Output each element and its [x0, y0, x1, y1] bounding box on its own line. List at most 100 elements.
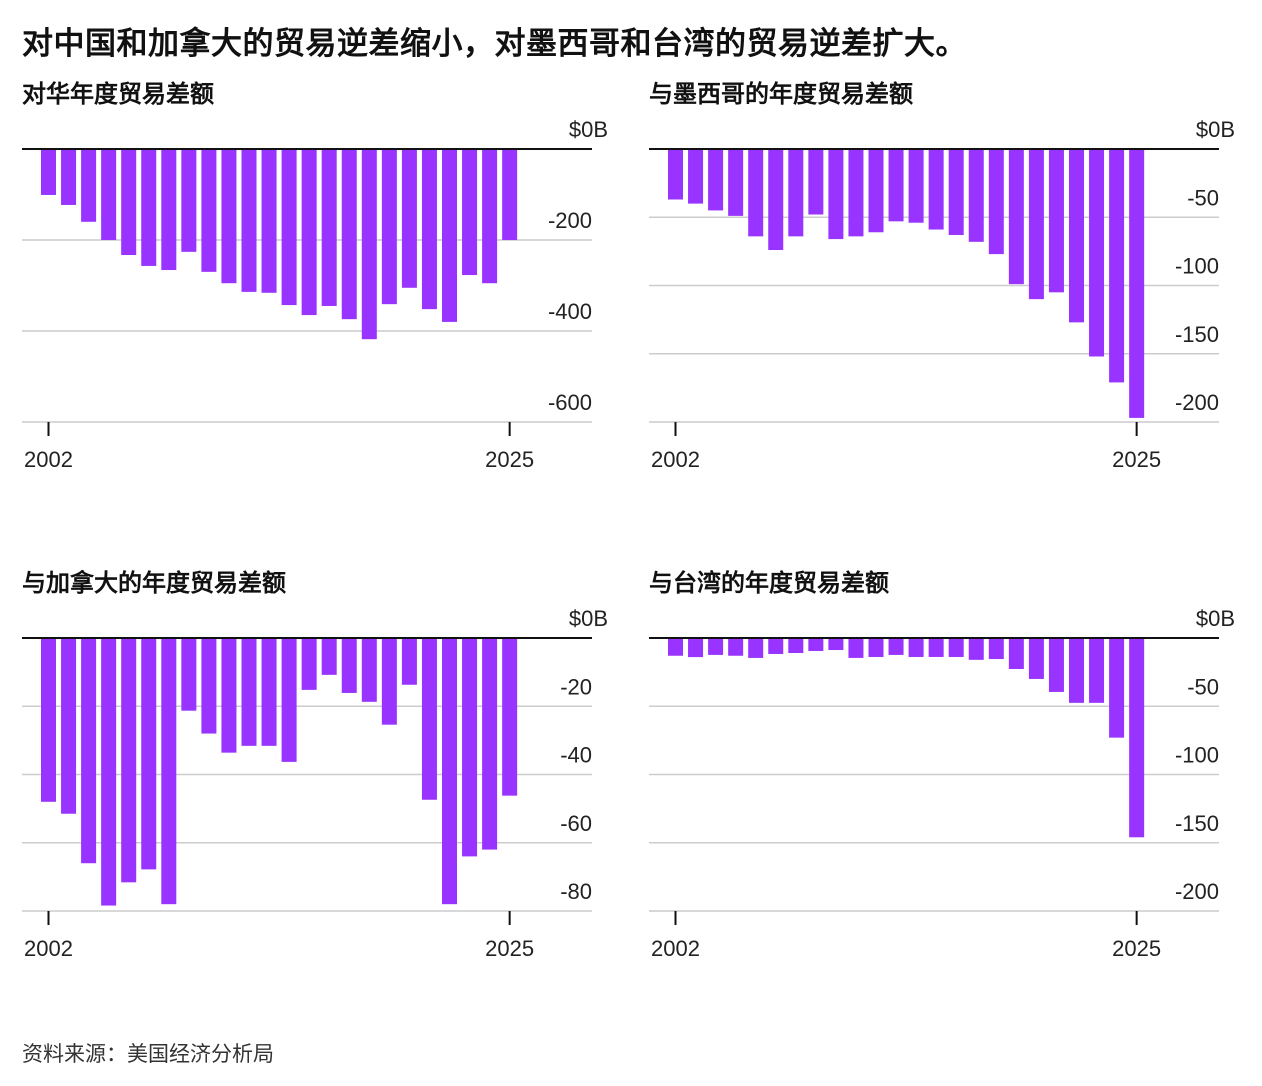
bar-2007 [141, 639, 157, 870]
bar-2005 [728, 639, 744, 656]
bar-2025 [1129, 639, 1145, 838]
y-tick-label: -150 [1175, 811, 1219, 836]
bar-2007 [768, 150, 784, 251]
bar-2007 [141, 150, 157, 266]
bar-2012 [868, 150, 884, 233]
x-tick-label: 2002 [24, 936, 73, 961]
bar-2009 [181, 150, 197, 252]
bar-2017 [341, 639, 357, 693]
headline: 对中国和加拿大的贸易逆差缩小，对墨西哥和台湾的贸易逆差扩大。 [22, 26, 967, 62]
y-tick-label: -40 [560, 743, 592, 768]
bar-2008 [788, 639, 804, 654]
bar-2019 [1008, 150, 1024, 285]
bar-2015 [301, 639, 317, 690]
x-tick-label: 2025 [485, 936, 534, 961]
bar-2012 [241, 639, 257, 746]
bar-2016 [948, 639, 964, 657]
bar-2023 [462, 150, 478, 276]
bar-2009 [181, 639, 197, 711]
bar-2023 [462, 639, 478, 857]
bar-2020 [1028, 639, 1044, 679]
bar-2019 [381, 639, 397, 725]
y-tick-label: $0B [1196, 606, 1235, 631]
bar-2002 [668, 150, 683, 200]
bar-2011 [221, 639, 237, 753]
x-tick-label: 2002 [651, 936, 700, 961]
y-tick-label: $0B [1196, 117, 1235, 142]
bar-2017 [968, 639, 984, 660]
bar-2010 [201, 639, 217, 734]
y-tick-label: -60 [560, 811, 592, 836]
bar-2011 [221, 150, 237, 284]
bar-2019 [1008, 639, 1024, 669]
y-tick-label: -50 [1187, 185, 1219, 210]
bar-2020 [1028, 150, 1044, 300]
bar-2017 [341, 150, 357, 320]
source-note: 资料来源：美国经济分析局 [22, 1042, 274, 1066]
bar-2021 [421, 639, 437, 800]
bar-2004 [708, 639, 724, 655]
bar-2024 [482, 150, 498, 284]
x-tick-label: 2025 [1112, 936, 1161, 961]
bar-2023 [1089, 639, 1105, 703]
y-tick-label: -150 [1175, 322, 1219, 347]
bar-2013 [888, 150, 904, 222]
chart-title-canada: 与加拿大的年度贸易差额 [22, 569, 286, 597]
bar-2002 [41, 150, 56, 195]
chart-mexico: $0B -50 -100 -150 -200 2002 2025 [649, 117, 1235, 472]
bar-2018 [361, 639, 377, 702]
x-tick-label: 2002 [651, 447, 700, 472]
bar-2002 [668, 639, 683, 656]
y-tick-label: -200 [548, 208, 592, 233]
bar-2006 [121, 150, 137, 256]
bar-2009 [808, 150, 824, 215]
bar-2014 [281, 150, 297, 306]
bar-2008 [161, 150, 177, 271]
chart-title-china: 对华年度贸易差额 [22, 80, 214, 108]
bar-2022 [442, 639, 457, 905]
bar-2022 [1069, 639, 1084, 703]
bar-2013 [888, 639, 904, 655]
bar-2014 [281, 639, 297, 762]
bar-2025 [502, 150, 518, 240]
bar-2010 [828, 150, 844, 240]
bar-2013 [261, 639, 277, 746]
bar-2006 [121, 639, 137, 883]
y-tick-label: -100 [1175, 254, 1219, 279]
y-tick-label: $0B [569, 606, 608, 631]
bar-2019 [381, 150, 397, 305]
bar-2016 [321, 639, 337, 675]
bar-2006 [748, 150, 764, 237]
chart-title-mexico: 与墨西哥的年度贸易差额 [649, 80, 913, 108]
bar-2014 [908, 150, 924, 223]
bar-2011 [848, 639, 864, 658]
bar-2015 [928, 150, 944, 230]
bar-2018 [988, 150, 1004, 255]
x-tick-label: 2025 [1112, 447, 1161, 472]
y-tick-label: $0B [569, 117, 608, 142]
bar-2023 [1089, 150, 1105, 357]
bar-2022 [442, 150, 457, 322]
y-tick-label: -100 [1175, 743, 1219, 768]
bar-2017 [968, 150, 984, 242]
bar-2016 [948, 150, 964, 235]
bar-2018 [361, 150, 377, 340]
bar-2005 [101, 639, 117, 906]
bar-2004 [708, 150, 724, 211]
bar-2015 [301, 150, 317, 316]
bar-2012 [868, 639, 884, 657]
bar-2009 [808, 639, 824, 651]
bar-2025 [502, 639, 518, 796]
bar-2016 [321, 150, 337, 306]
y-tick-label: -20 [560, 674, 592, 699]
bar-2003 [688, 639, 704, 658]
y-tick-label: -200 [1175, 879, 1219, 904]
bar-2018 [988, 639, 1004, 660]
y-tick-label: -80 [560, 879, 592, 904]
bar-2021 [1048, 150, 1064, 293]
x-tick-label: 2025 [485, 447, 534, 472]
bar-2011 [848, 150, 864, 237]
bar-2025 [1129, 150, 1145, 418]
bar-2003 [61, 639, 77, 814]
